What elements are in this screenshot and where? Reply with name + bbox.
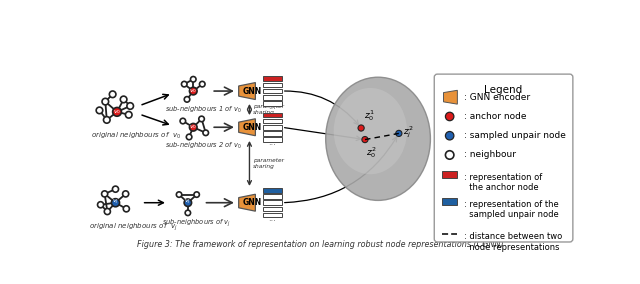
Circle shape: [125, 112, 132, 118]
Text: : anchor node: : anchor node: [463, 112, 526, 121]
Ellipse shape: [326, 77, 431, 201]
Bar: [262, 131, 282, 136]
Bar: [442, 198, 458, 205]
Text: ···: ···: [268, 141, 276, 150]
Circle shape: [396, 130, 402, 137]
Bar: [262, 194, 282, 199]
Bar: [262, 76, 282, 81]
Bar: [262, 89, 282, 93]
Circle shape: [189, 87, 197, 95]
Circle shape: [109, 91, 116, 98]
Text: : sampled unpair node: : sampled unpair node: [463, 131, 565, 140]
Circle shape: [199, 116, 204, 122]
Circle shape: [124, 206, 129, 212]
Circle shape: [182, 81, 187, 87]
Bar: [262, 213, 282, 217]
Text: $v_0$: $v_0$: [113, 108, 121, 116]
Circle shape: [102, 191, 108, 197]
Text: original neighbours of  $v_0$: original neighbours of $v_0$: [91, 130, 181, 141]
Circle shape: [194, 192, 200, 197]
Text: sub-neighbours 1 of $v_0$: sub-neighbours 1 of $v_0$: [164, 105, 241, 115]
Text: $z_0^1$: $z_0^1$: [364, 108, 375, 123]
Text: : representation of
  the anchor node: : representation of the anchor node: [463, 173, 542, 193]
Circle shape: [189, 124, 197, 131]
Text: ···: ···: [268, 217, 276, 226]
Circle shape: [120, 96, 127, 103]
Circle shape: [104, 117, 110, 123]
Circle shape: [186, 134, 192, 140]
Circle shape: [97, 202, 104, 208]
Bar: [262, 206, 282, 211]
Bar: [262, 137, 282, 142]
Polygon shape: [239, 83, 255, 99]
Circle shape: [180, 118, 186, 124]
Text: Figure 3: The framework of representation on learning robust node representation: Figure 3: The framework of representatio…: [137, 240, 504, 249]
Polygon shape: [239, 119, 255, 136]
Circle shape: [200, 81, 205, 87]
Circle shape: [113, 107, 122, 116]
Bar: [262, 125, 282, 130]
Circle shape: [191, 76, 196, 82]
Circle shape: [358, 125, 364, 131]
Circle shape: [177, 192, 182, 197]
Text: $z_j^2$: $z_j^2$: [403, 125, 413, 140]
Polygon shape: [444, 90, 458, 104]
Bar: [442, 171, 458, 178]
Circle shape: [102, 98, 109, 105]
Text: sub-neighbours 2 of $v_0$: sub-neighbours 2 of $v_0$: [164, 141, 241, 151]
Text: $v_j$: $v_j$: [112, 198, 119, 207]
Bar: [262, 119, 282, 124]
Circle shape: [362, 137, 368, 143]
Text: $z_0^2$: $z_0^2$: [367, 145, 377, 160]
Text: ···: ···: [268, 105, 276, 114]
Circle shape: [445, 151, 454, 159]
Text: $v_j$: $v_j$: [184, 198, 191, 207]
Circle shape: [185, 210, 191, 216]
Text: parameter
sharing: parameter sharing: [253, 158, 284, 169]
FancyBboxPatch shape: [435, 74, 573, 242]
Circle shape: [184, 199, 191, 206]
Text: : GNN encoder: : GNN encoder: [463, 93, 530, 102]
Text: $v_0$: $v_0$: [189, 123, 197, 131]
Text: sub-neighbours of $v_j$: sub-neighbours of $v_j$: [163, 217, 232, 229]
Text: GNN: GNN: [242, 123, 261, 132]
Circle shape: [127, 103, 134, 109]
Circle shape: [113, 186, 118, 192]
Circle shape: [104, 208, 110, 215]
Polygon shape: [239, 194, 255, 211]
Text: Legend: Legend: [484, 85, 523, 95]
Text: $v_0$: $v_0$: [189, 87, 197, 95]
Circle shape: [184, 97, 190, 102]
Text: : representation of the
  sampled unpair node: : representation of the sampled unpair n…: [463, 200, 558, 219]
Ellipse shape: [333, 88, 407, 174]
Circle shape: [111, 199, 120, 207]
Circle shape: [445, 112, 454, 121]
Text: original neighbours of  $v_j$: original neighbours of $v_j$: [90, 221, 178, 233]
Bar: [262, 83, 282, 87]
Bar: [262, 95, 282, 99]
Text: : distance between two
  node representations: : distance between two node representati…: [463, 232, 562, 252]
Text: GNN: GNN: [242, 87, 261, 95]
Bar: [262, 101, 282, 106]
Circle shape: [123, 191, 129, 197]
Circle shape: [445, 131, 454, 140]
Bar: [262, 113, 282, 117]
Circle shape: [203, 130, 209, 135]
Text: GNN: GNN: [242, 198, 261, 207]
Circle shape: [96, 107, 103, 114]
Text: : neighbour: : neighbour: [463, 151, 516, 160]
Bar: [262, 201, 282, 205]
Text: parameter
sharing: parameter sharing: [253, 104, 284, 115]
Bar: [262, 188, 282, 193]
